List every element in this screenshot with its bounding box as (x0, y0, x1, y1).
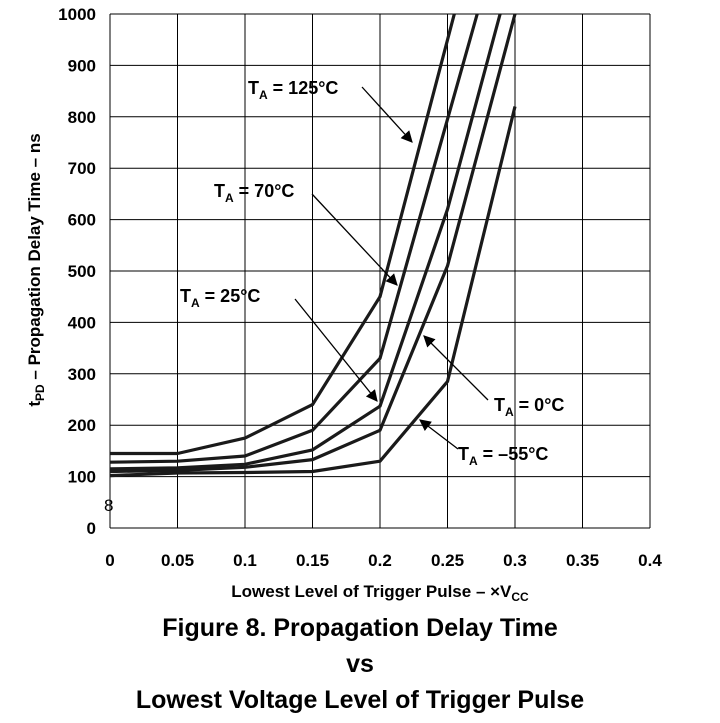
x-tick-label: 0.05 (161, 551, 194, 570)
series-label-arrow (311, 193, 398, 286)
x-tick-label: 0.4 (638, 551, 662, 570)
series-line (109, 13, 502, 471)
x-tick-label: 0.1 (233, 551, 257, 570)
x-tick-label: 0.2 (368, 551, 392, 570)
series-label-arrow (361, 86, 413, 143)
y-tick-label: 1000 (58, 5, 96, 24)
series-label-arrow (423, 335, 489, 401)
x-tick-label: 0 (105, 551, 114, 570)
series-label-arrow (294, 298, 378, 402)
y-tick-label: 100 (68, 468, 96, 487)
y-tick-label: 300 (68, 365, 96, 384)
y-tick-label: 600 (68, 211, 96, 230)
caption-line-3: Lowest Voltage Level of Trigger Pulse (135, 686, 585, 714)
series-label: TA = 125°C (248, 78, 338, 102)
caption-line-2: vs (346, 650, 374, 678)
series-lines (109, 13, 517, 478)
x-tick-labels: 0 0.05 0.1 0.15 0.2 0.25 0.3 0.35 0.4 (105, 551, 662, 570)
series-line (109, 13, 479, 464)
y-tick-label: 500 (68, 262, 96, 281)
series-label: TA = 25°C (180, 286, 260, 310)
series-label: TA = 0°C (494, 395, 564, 419)
y-tick-label: 0 (87, 519, 96, 538)
series-label: TA = –55°C (458, 444, 548, 468)
y-tick-labels: 0 100 200 300 400 500 600 700 800 900 1000 (58, 5, 96, 538)
caption-line-1: Figure 8. Propagation Delay Time (162, 614, 558, 642)
x-tick-label: 0.25 (431, 551, 464, 570)
y-tick-label: 800 (68, 108, 96, 127)
x-axis-label-main: Lowest Level of Trigger Pulse – ×V (231, 582, 512, 601)
series-line (109, 13, 517, 474)
grid (109, 13, 651, 529)
y-axis-label-sub: PD (33, 384, 47, 401)
y-axis-label: tPD – Propagation Delay Time – ns (25, 133, 47, 406)
series-label-arrow (419, 419, 459, 450)
x-tick-label: 0.35 (566, 551, 599, 570)
x-tick-label: 0.3 (503, 551, 527, 570)
y-axis-label-pre: t (25, 401, 44, 407)
series-annotations: TA = 125°C TA = 70°C TA = 25°C TA = 0°C TA =… (180, 78, 564, 468)
y-tick-label: 700 (68, 159, 96, 178)
series-line (110, 13, 456, 456)
series-line (109, 106, 517, 478)
stray-mark: 8 (104, 496, 113, 515)
y-tick-label: 400 (68, 313, 96, 332)
x-axis-label: Lowest Level of Trigger Pulse – ×VCC (231, 582, 529, 604)
y-tick-label: 900 (68, 56, 96, 75)
x-axis-label-sub: CC (511, 590, 529, 604)
y-axis-label-main: – Propagation Delay Time – ns (25, 133, 44, 384)
series-label: TA = 70°C (214, 181, 294, 205)
y-tick-label: 200 (68, 416, 96, 435)
x-tick-label: 0.15 (296, 551, 329, 570)
